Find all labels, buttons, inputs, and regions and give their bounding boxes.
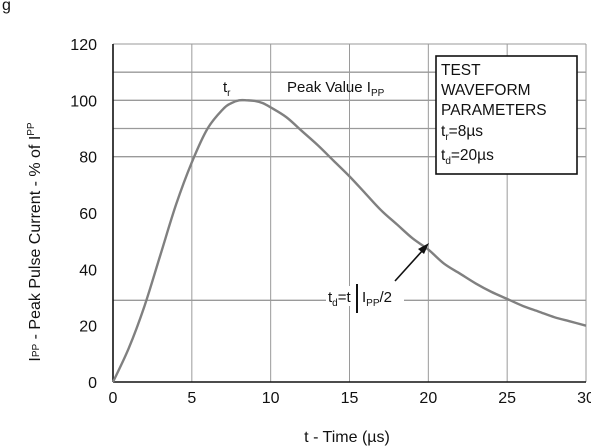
- y-tick-label-20: 20: [79, 319, 97, 336]
- y-axis-title: IPP - Peak Pulse Current - % of IPP: [26, 122, 44, 362]
- y-tick-label-40: 40: [79, 262, 97, 279]
- x-tick-label-0: 0: [109, 390, 118, 407]
- td-label-background: [326, 286, 404, 306]
- y-tick-label-100: 100: [70, 93, 97, 110]
- y-tick-labels: 0 20 40 60 80 100 120: [70, 37, 97, 392]
- series-line-0: [111, 98, 587, 383]
- x-tick-label-30: 30: [577, 390, 591, 407]
- y-tick-label-120: 120: [70, 37, 97, 54]
- box-line-td: td=20µs: [441, 147, 494, 167]
- test-waveform-box: TEST WAVEFORM PARAMETERS tr=8µs td=20µs: [435, 55, 578, 175]
- y-tick-label-60: 60: [79, 206, 97, 223]
- td-arrow: [394, 243, 429, 282]
- peak-value-annotation: Peak Value IPP: [287, 79, 385, 99]
- x-axis-title: t - Time (µs): [304, 429, 390, 446]
- series-layer: [111, 98, 587, 383]
- box-line-tr: tr=8µs: [441, 123, 483, 143]
- x-tick-label-20: 20: [419, 390, 437, 407]
- td-annotation: td=t: [328, 289, 351, 309]
- y-tick-label-80: 80: [79, 150, 97, 167]
- x-tick-label-5: 5: [187, 390, 196, 407]
- x-tick-label-15: 15: [341, 390, 359, 407]
- box-line-parameters: PARAMETERS: [441, 102, 547, 119]
- x-tick-label-25: 25: [498, 390, 516, 407]
- chart-title: g: [2, 0, 11, 14]
- x-tick-label-10: 10: [262, 390, 280, 407]
- box-line-waveform: WAVEFORM: [441, 82, 531, 99]
- ipp-half-annotation: IPP/2: [362, 289, 392, 309]
- x-tick-labels: 0 5 10 15 20 25 30: [109, 390, 591, 407]
- tr-annotation: tr: [223, 79, 231, 99]
- y-tick-label-0: 0: [88, 375, 97, 392]
- box-line-test: TEST: [441, 62, 481, 79]
